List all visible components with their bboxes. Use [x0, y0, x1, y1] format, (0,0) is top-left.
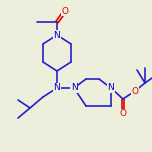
Text: N: N [54, 83, 60, 93]
Text: O: O [131, 86, 138, 95]
Text: O: O [62, 7, 69, 16]
Text: N: N [71, 83, 77, 93]
Text: N: N [54, 31, 60, 40]
Text: N: N [108, 83, 114, 93]
Text: O: O [119, 109, 126, 119]
